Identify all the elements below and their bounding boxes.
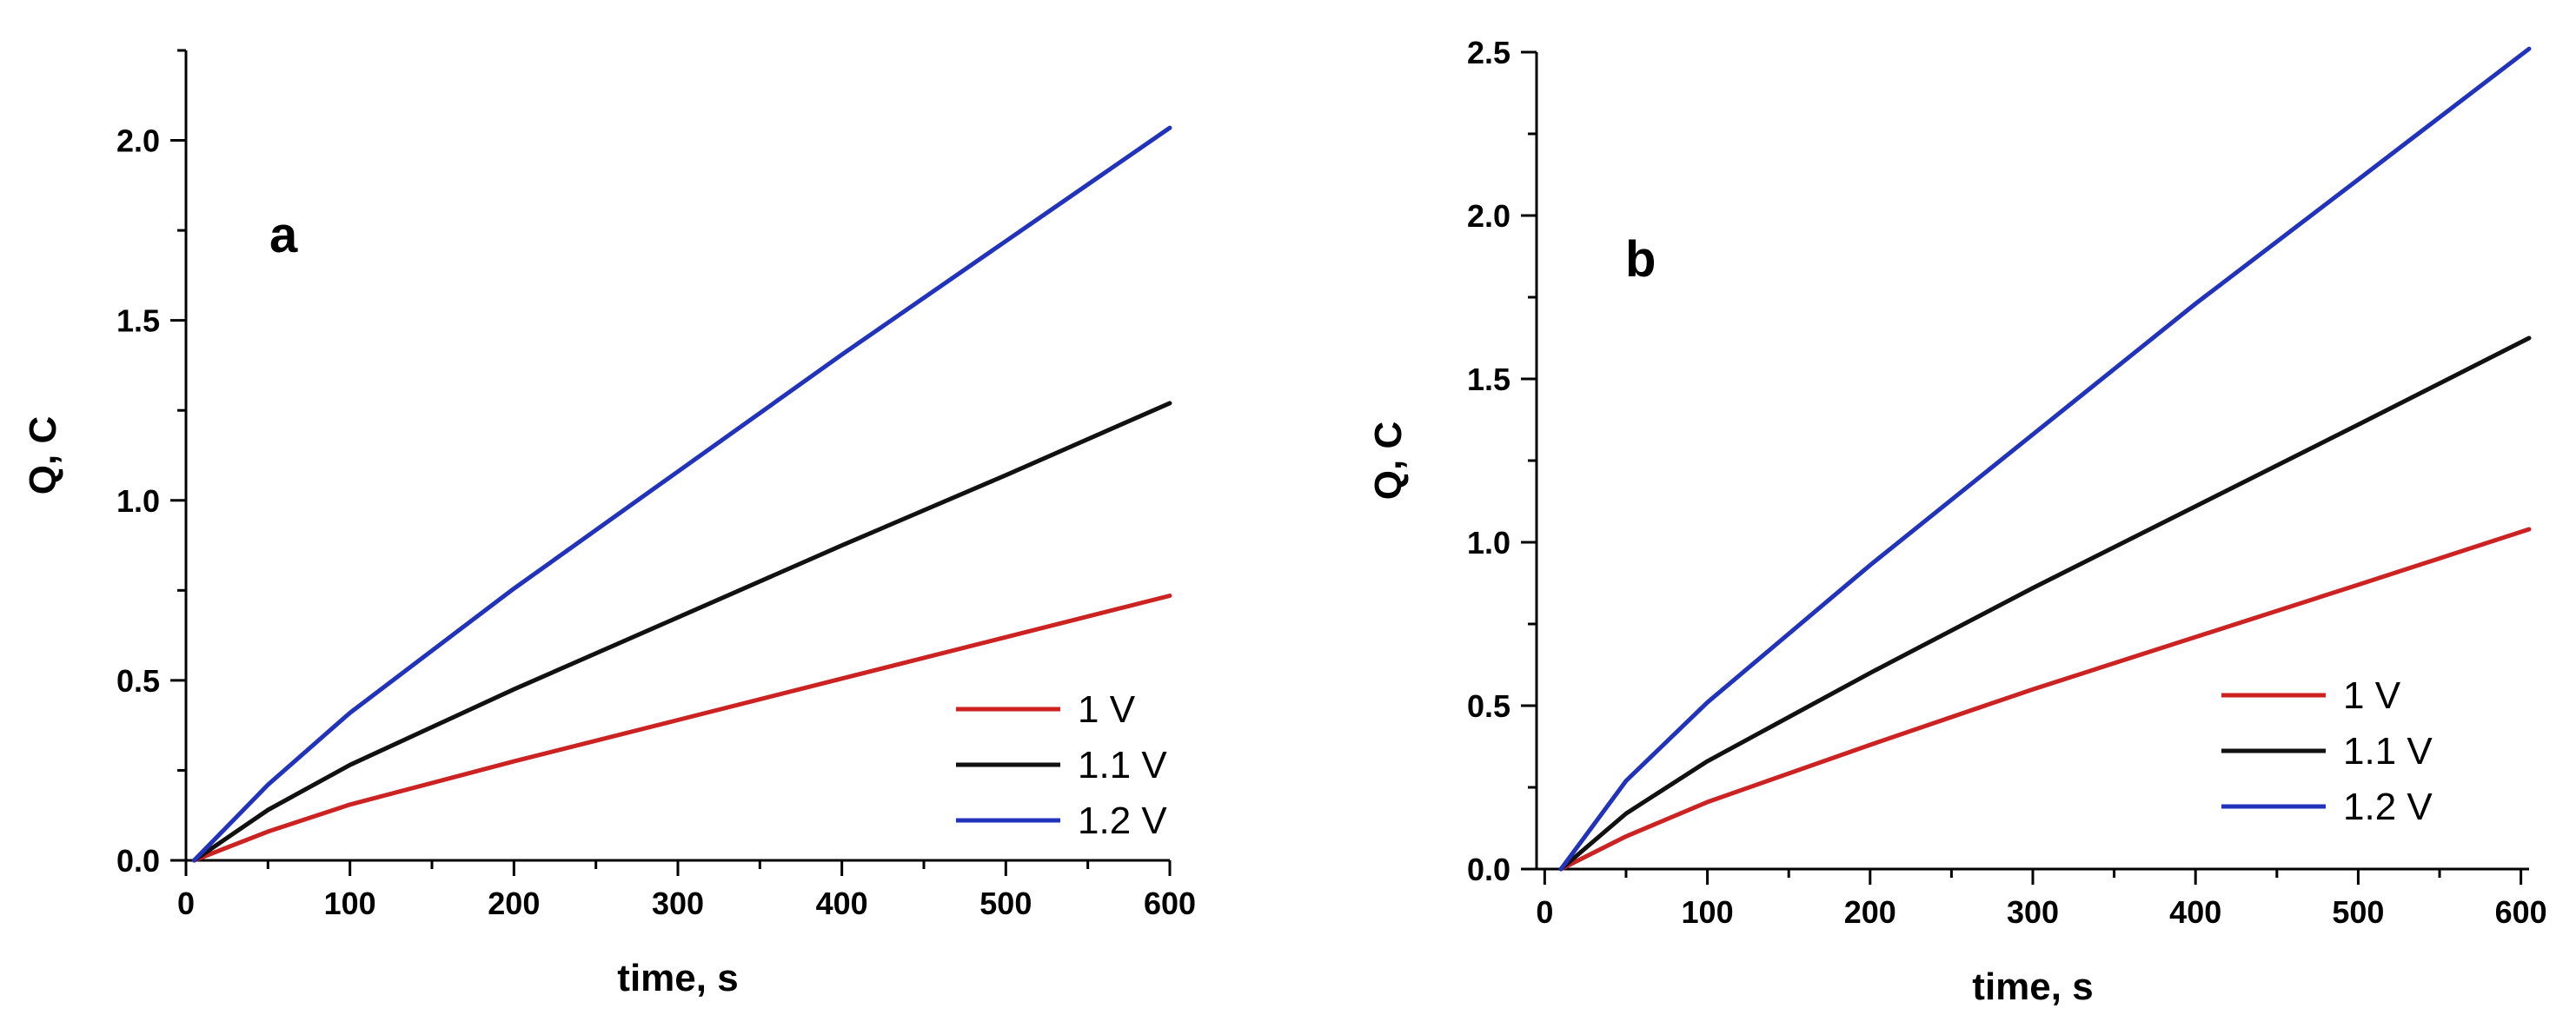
x-tick-label: 200 [488,886,540,921]
legend-label: 1.2 V [1078,800,1167,842]
x-tick-label: 300 [652,886,704,921]
x-tick-label: 100 [324,886,376,921]
x-tick-label: 500 [2332,894,2384,930]
series-line-1-2-v [1558,46,2532,872]
chart-panel-b: 0 100 200 300 400 500 600 0.0 0.5 1.0 1.5 2.0 2.5 tim… [1367,35,2547,1008]
legend-label: 1 V [2343,674,2401,717]
y-tick-label: 2.0 [1467,198,1510,234]
series-line-1-v [1558,527,2532,872]
y-tick-label: 0.0 [116,843,160,879]
series-line-1-v [191,594,1172,863]
legend-label: 1.2 V [2343,786,2433,828]
x-tick-label: 100 [1682,894,1734,930]
y-tick-label: 0.5 [116,663,160,699]
x-tick-label: 600 [2495,894,2547,930]
series-line-1-2-v [191,125,1172,863]
x-tick-label: 0 [177,886,195,921]
series-line-1-1-v [1558,335,2532,872]
x-tick-label: 400 [2169,894,2221,930]
legend: 1 V 1.1 V 1.2 V [2221,674,2433,828]
x-tick-label: 300 [2007,894,2059,930]
panel-label: a [269,207,298,263]
y-tick-label: 0.5 [1467,688,1510,724]
y-tick-label: 0.0 [1467,852,1510,887]
y-tick-label: 1.0 [116,483,160,519]
x-tick-label: 500 [979,886,1032,921]
y-axis-title: Q, C [22,416,64,494]
y-tick-label: 1.5 [1467,362,1510,397]
legend: 1 V 1.1 V 1.2 V [956,688,1167,842]
x-tick-label: 400 [816,886,868,921]
x-axis-title: time, s [617,957,738,999]
y-tick-label: 1.0 [1467,525,1510,561]
y-axis-title: Q, C [1367,421,1410,500]
x-axis-title: time, s [1972,966,2093,1008]
y-tick-label: 2.0 [116,123,160,159]
x-tick-label: 600 [1144,886,1196,921]
legend-label: 1.1 V [1078,744,1167,786]
x-tick-label: 200 [1844,894,1896,930]
legend-label: 1.1 V [2343,730,2433,773]
x-tick-label: 0 [1536,894,1553,930]
chart-panel-a: 0 100 200 300 400 500 600 0.0 0.5 1.0 1.5 2.0 time, … [22,49,1196,999]
panel-label: b [1625,231,1656,288]
legend-label: 1 V [1078,688,1136,731]
series-line-1-1-v [191,401,1172,863]
y-tick-label: 1.5 [116,303,160,339]
y-tick-label: 2.5 [1467,35,1510,70]
